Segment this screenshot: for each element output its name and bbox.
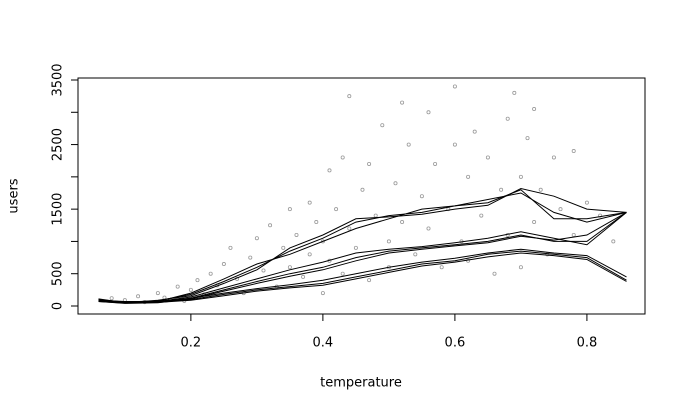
point: [598, 213, 603, 218]
point: [426, 226, 431, 231]
point: [307, 200, 312, 205]
point: [571, 232, 576, 237]
point: [466, 258, 471, 263]
point: [353, 245, 358, 250]
plot-box: [77, 77, 646, 315]
point: [525, 136, 530, 141]
point: [228, 245, 233, 250]
point: [294, 232, 299, 237]
point: [367, 161, 372, 166]
point: [611, 239, 616, 244]
point: [248, 255, 253, 260]
point: [287, 207, 292, 212]
point: [433, 161, 438, 166]
point: [551, 155, 556, 160]
point: [439, 265, 444, 270]
point: [479, 213, 484, 218]
point: [314, 220, 319, 225]
y-tick-label: 3500: [51, 63, 66, 96]
point: [512, 90, 517, 95]
point: [136, 294, 141, 299]
fit-line: [98, 212, 627, 303]
point: [413, 252, 418, 257]
point: [261, 268, 266, 273]
x-tick-label: 0.2: [181, 336, 202, 351]
fit-line: [98, 211, 627, 304]
point: [175, 284, 180, 289]
point: [532, 107, 537, 112]
point: [195, 278, 200, 283]
point: [268, 223, 273, 228]
point: [109, 296, 114, 301]
point: [452, 142, 457, 147]
fit-line: [98, 248, 627, 303]
fit-line: [98, 192, 627, 302]
point: [373, 213, 378, 218]
y-tick-label: 0: [51, 302, 66, 310]
point: [221, 262, 226, 267]
point: [426, 110, 431, 115]
x-tick-label: 0.4: [313, 336, 334, 351]
point: [320, 239, 325, 244]
point: [208, 271, 213, 276]
point: [558, 207, 563, 212]
point: [584, 200, 589, 205]
point: [334, 207, 339, 212]
point: [518, 265, 523, 270]
point: [400, 100, 405, 105]
point: [406, 142, 411, 147]
fit-line: [98, 250, 627, 304]
point: [320, 291, 325, 296]
point: [287, 265, 292, 270]
point: [518, 174, 523, 179]
point: [281, 245, 286, 250]
x-tick-label: 0.8: [577, 336, 598, 351]
x-axis-label: temperature: [320, 376, 402, 391]
point: [307, 252, 312, 257]
point: [254, 236, 259, 241]
fit-line: [98, 252, 627, 304]
y-axis-label: users: [7, 178, 22, 213]
y-tick-label: 2500: [51, 128, 66, 161]
y-tick-label: 500: [51, 261, 66, 286]
point: [571, 149, 576, 154]
point: [505, 116, 510, 121]
point: [485, 155, 490, 160]
y-tick-label: 1500: [51, 193, 66, 226]
point: [499, 187, 504, 192]
fit-line: [98, 187, 627, 304]
point: [472, 129, 477, 134]
point: [466, 174, 471, 179]
point: [380, 123, 385, 128]
point: [340, 155, 345, 160]
point: [538, 187, 543, 192]
point: [532, 220, 537, 225]
point: [360, 187, 365, 192]
point: [367, 278, 372, 283]
point: [400, 220, 405, 225]
point: [452, 84, 457, 89]
point: [188, 287, 193, 292]
point: [347, 226, 352, 231]
x-tick-label: 0.6: [445, 336, 466, 351]
point: [393, 181, 398, 186]
point: [492, 271, 497, 276]
point: [327, 168, 332, 173]
point: [386, 239, 391, 244]
point: [419, 194, 424, 199]
point: [347, 94, 352, 99]
point: [155, 291, 160, 296]
point: [301, 274, 306, 279]
point: [340, 271, 345, 276]
